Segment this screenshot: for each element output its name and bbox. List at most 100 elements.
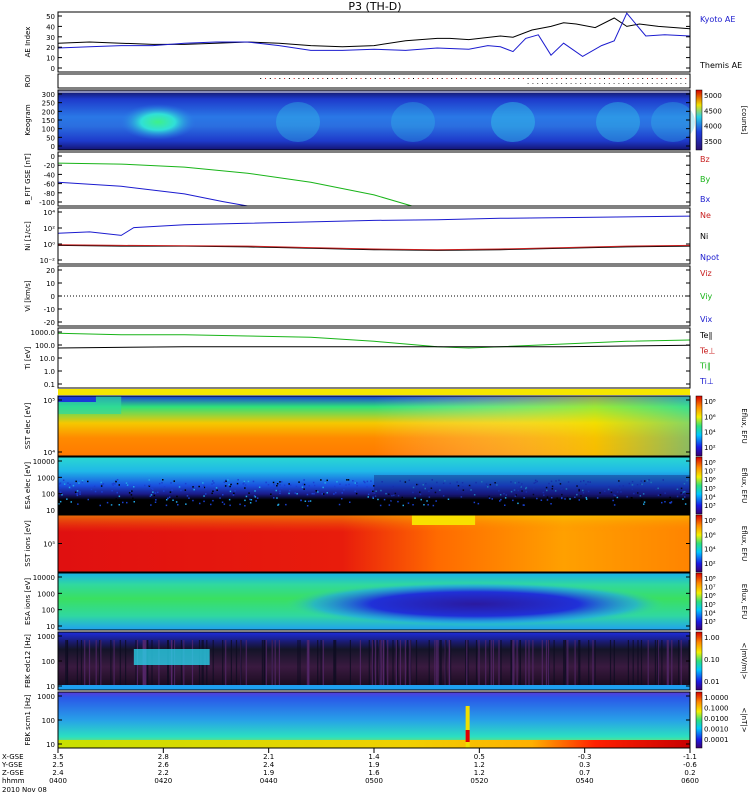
density-series-ne — [57, 244, 691, 251]
noise-pixel — [302, 483, 304, 485]
noise-pixel — [202, 482, 204, 484]
fbk-e-bottom-band — [58, 685, 690, 690]
fbk-e-stripe — [409, 640, 411, 686]
noise-pixel — [599, 492, 601, 494]
noise-pixel — [66, 498, 68, 500]
fbk-e-stripe — [567, 640, 569, 686]
fbk-e-stripe — [212, 640, 214, 686]
keogram-colorbar — [695, 89, 703, 151]
roi-dot — [341, 78, 343, 79]
noise-pixel — [370, 480, 372, 482]
temperature-ytick-label: 1000.0 — [31, 329, 56, 337]
noise-pixel — [72, 484, 75, 487]
noise-pixel — [565, 488, 568, 490]
noise-pixel — [102, 483, 105, 485]
noise-pixel — [148, 479, 150, 481]
noise-pixel — [583, 480, 585, 482]
noise-pixel — [352, 480, 354, 482]
roi-dot — [642, 78, 644, 79]
keogram-ytick-label: 100 — [42, 126, 55, 134]
noise-pixel — [578, 488, 580, 491]
noise-pixel — [125, 482, 128, 484]
sst_e-frame — [57, 395, 691, 457]
noise-pixel — [372, 490, 374, 492]
noise-pixel — [662, 479, 664, 481]
noise-pixel — [334, 485, 336, 488]
noise-pixel — [70, 501, 72, 503]
noise-pixel — [587, 490, 590, 493]
esa_i-ytick-label: 10000 — [33, 574, 55, 582]
roi-dot — [403, 78, 405, 79]
noise-pixel — [683, 483, 686, 485]
noise-pixel — [664, 492, 666, 494]
noise-pixel — [655, 488, 657, 490]
fbk-e-stripe — [478, 640, 480, 686]
noise-pixel — [536, 480, 538, 483]
noise-pixel — [126, 501, 128, 504]
esa_i-ytick-label: 100 — [42, 607, 55, 615]
esa_e-ytick-label: 1000 — [37, 474, 55, 482]
roi-dot — [637, 78, 639, 79]
roi-dot — [475, 78, 477, 79]
roi-dot — [527, 78, 529, 79]
noise-pixel — [533, 488, 535, 490]
noise-pixel — [336, 481, 338, 483]
noise-pixel — [499, 494, 502, 496]
fbk-e-stripe — [322, 640, 324, 686]
noise-pixel — [391, 494, 393, 497]
x-tick-label-z: 0.2 — [684, 769, 695, 777]
noise-pixel — [628, 482, 631, 485]
bfield-legend-2: Bx — [700, 195, 710, 204]
noise-pixel — [229, 490, 232, 493]
esa-ion-plasma-sheet — [285, 582, 665, 626]
bfield-ytick-label: -60 — [44, 181, 55, 189]
fbk-e-stripe — [299, 640, 301, 686]
roi-dot — [680, 83, 682, 84]
noise-pixel — [333, 493, 335, 495]
noise-pixel — [676, 495, 679, 498]
noise-pixel — [580, 495, 582, 497]
keogram-ytick-label: 0 — [51, 143, 55, 151]
noise-pixel — [680, 487, 683, 490]
bfield-ytick-label: -100 — [39, 199, 55, 207]
fbk-e-stripe — [265, 640, 267, 686]
roi-dot — [389, 78, 391, 79]
noise-pixel — [149, 484, 151, 486]
noise-pixel — [110, 504, 113, 506]
noise-pixel — [542, 491, 545, 494]
noise-pixel — [356, 482, 358, 484]
x-tick-label-y: 2.4 — [263, 761, 275, 769]
noise-pixel — [150, 504, 152, 506]
noise-pixel — [499, 500, 501, 502]
noise-pixel — [265, 481, 267, 484]
roi-dot — [351, 78, 352, 79]
noise-pixel — [255, 500, 257, 502]
noise-pixel — [578, 499, 580, 501]
fbk-e-stripe — [245, 640, 247, 686]
noise-pixel — [514, 482, 516, 484]
x-tick-label-t: 0520 — [470, 777, 488, 785]
noise-pixel — [148, 485, 151, 487]
noise-pixel — [228, 483, 230, 486]
noise-pixel — [205, 487, 208, 489]
sst_i-colorbar-tick: 10⁶ — [704, 531, 716, 539]
noise-pixel — [676, 488, 679, 490]
noise-pixel — [89, 503, 92, 505]
noise-pixel — [449, 482, 451, 485]
roi-dot — [594, 78, 596, 79]
x-tick-label-x: 1.4 — [368, 753, 380, 761]
noise-pixel — [422, 484, 424, 486]
fbk-e-stripe — [564, 640, 566, 686]
noise-pixel — [149, 495, 152, 497]
x-tick-label-t: 0420 — [154, 777, 172, 785]
sst_i-ylabel: SST ions [eV] — [24, 520, 32, 567]
noise-pixel — [59, 482, 62, 484]
noise-pixel — [521, 490, 523, 492]
noise-pixel — [510, 490, 513, 493]
noise-pixel — [390, 500, 392, 502]
noise-pixel — [277, 503, 280, 506]
x-row-label: Y-GSE — [1, 761, 23, 769]
esa_i-colorbar-tick: 10⁵ — [704, 601, 716, 609]
noise-pixel — [477, 502, 480, 505]
